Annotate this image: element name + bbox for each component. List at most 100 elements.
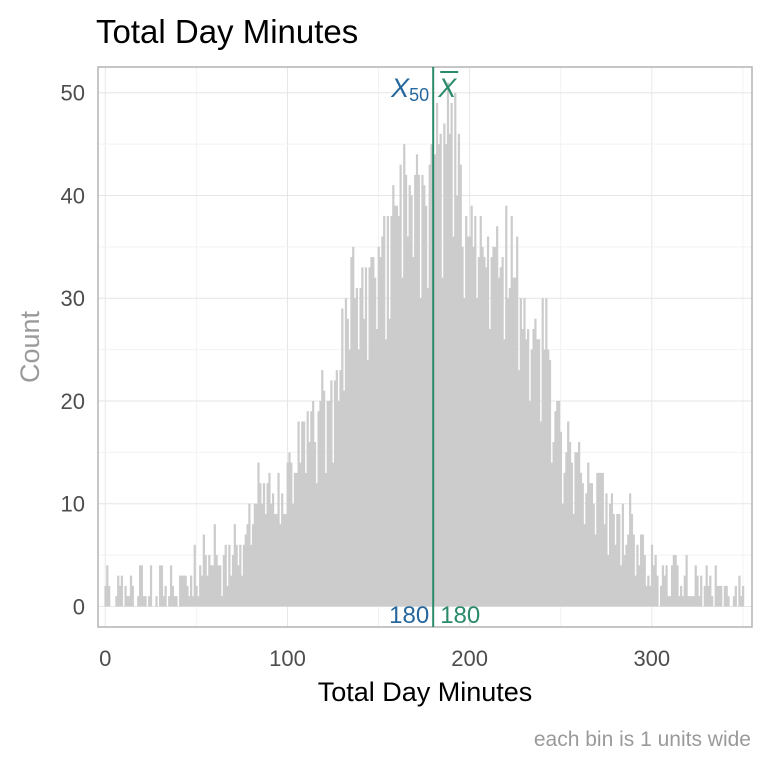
- histogram-bar: [603, 524, 606, 607]
- histogram-bar: [242, 544, 246, 607]
- y-tick-label: 10: [61, 492, 85, 517]
- histogram-bar: [410, 195, 413, 607]
- histogram-bar: [124, 585, 127, 607]
- histogram-bar: [312, 400, 315, 607]
- histogram-bar: [680, 585, 683, 607]
- histogram-bar: [536, 339, 539, 607]
- histogram-bar: [425, 205, 428, 607]
- histogram-bar: [596, 472, 599, 607]
- histogram-bar: [250, 544, 253, 607]
- histogram-bar: [370, 257, 373, 607]
- histogram-bar: [313, 442, 317, 607]
- histogram-bar: [131, 585, 134, 607]
- histogram-bar: [184, 575, 187, 607]
- histogram-bar: [514, 277, 517, 607]
- histogram-bar: [523, 298, 526, 607]
- histogram-bar: [197, 596, 200, 607]
- histogram-bar: [175, 596, 178, 607]
- y-tick-label: 20: [61, 389, 85, 414]
- histogram-bar: [476, 298, 479, 607]
- histogram-bar: [663, 575, 666, 607]
- histogram-bar: [224, 544, 227, 607]
- histogram-bar: [397, 215, 400, 607]
- histogram-bar: [364, 267, 368, 607]
- histogram-bar: [707, 585, 710, 607]
- histogram-bar: [618, 513, 621, 607]
- histogram-bar: [634, 575, 637, 607]
- histogram-bar: [519, 298, 522, 607]
- histogram-bar: [681, 596, 685, 607]
- histogram-bar: [661, 565, 665, 607]
- histogram-bar: [213, 524, 216, 607]
- histogram-bar: [601, 472, 604, 607]
- histogram-bar: [625, 544, 628, 607]
- histogram-bar: [148, 596, 151, 607]
- histogram-bar: [215, 555, 218, 607]
- histogram-bar: [528, 400, 532, 607]
- histogram-bar: [592, 503, 595, 607]
- histogram-bar: [446, 82, 450, 607]
- histogram-bar: [439, 133, 442, 607]
- histogram-bar: [630, 513, 634, 607]
- histogram-bar: [430, 144, 433, 607]
- histogram-bar: [375, 329, 379, 607]
- histogram-bar: [293, 472, 297, 607]
- histogram-bar: [348, 349, 351, 607]
- histogram-bar: [723, 585, 726, 607]
- histogram-bar: [574, 452, 577, 607]
- histogram-bar: [683, 575, 686, 607]
- histogram-bar: [226, 585, 229, 607]
- histogram-bar: [322, 390, 326, 607]
- histogram-bar: [616, 513, 619, 607]
- histogram-bar: [700, 575, 703, 607]
- histogram-bar: [459, 164, 462, 607]
- histogram-bar: [727, 596, 730, 607]
- histogram-bar: [279, 524, 282, 607]
- histogram-bar: [607, 555, 610, 607]
- histogram-bar: [561, 503, 564, 607]
- histogram-bar: [248, 503, 251, 607]
- histogram-bar: [237, 565, 240, 607]
- histogram-bar: [512, 277, 515, 607]
- histogram-bar: [359, 287, 362, 607]
- histogram-bar: [164, 585, 167, 607]
- histogram-bar: [556, 400, 559, 607]
- histogram-bar: [403, 144, 406, 607]
- histogram-bar: [477, 257, 481, 607]
- histogram-bar: [390, 215, 393, 607]
- histogram-bar: [202, 534, 205, 607]
- histogram-bar: [419, 298, 422, 607]
- histogram-bar: [328, 400, 331, 607]
- histogram-bar: [377, 246, 380, 607]
- histogram-bar: [503, 339, 506, 607]
- histogram-bar: [241, 575, 244, 607]
- histogram-bar: [115, 596, 118, 607]
- histogram-bar: [576, 452, 579, 607]
- histogram-bar: [734, 585, 737, 607]
- histogram-bar: [588, 483, 592, 607]
- histogram-bar: [386, 215, 389, 607]
- histogram-bar: [614, 544, 617, 607]
- histogram-bar: [696, 575, 699, 607]
- histogram-bar: [379, 257, 382, 607]
- histogram-bar: [126, 596, 129, 607]
- histogram-bar: [623, 555, 626, 607]
- histogram-bar: [672, 555, 675, 607]
- histogram-bar: [299, 462, 302, 607]
- histogram-bar: [632, 534, 635, 607]
- histogram-bar: [572, 513, 575, 607]
- histogram-bar: [363, 318, 366, 607]
- histogram-bar: [709, 575, 712, 607]
- histogram-bar: [501, 257, 504, 607]
- chart-title: Total Day Minutes: [96, 13, 358, 50]
- histogram-bar: [210, 565, 213, 607]
- histogram-bar: [189, 575, 193, 607]
- histogram-bar: [466, 236, 470, 607]
- histogram-bar: [180, 575, 184, 607]
- x-axis-ticks: 0 100 200 300: [99, 646, 670, 671]
- histogram-bar: [741, 585, 745, 607]
- histogram-bar: [472, 246, 475, 607]
- histogram-bar: [468, 236, 471, 607]
- histogram-bar: [474, 215, 477, 607]
- histogram-bar: [173, 596, 176, 607]
